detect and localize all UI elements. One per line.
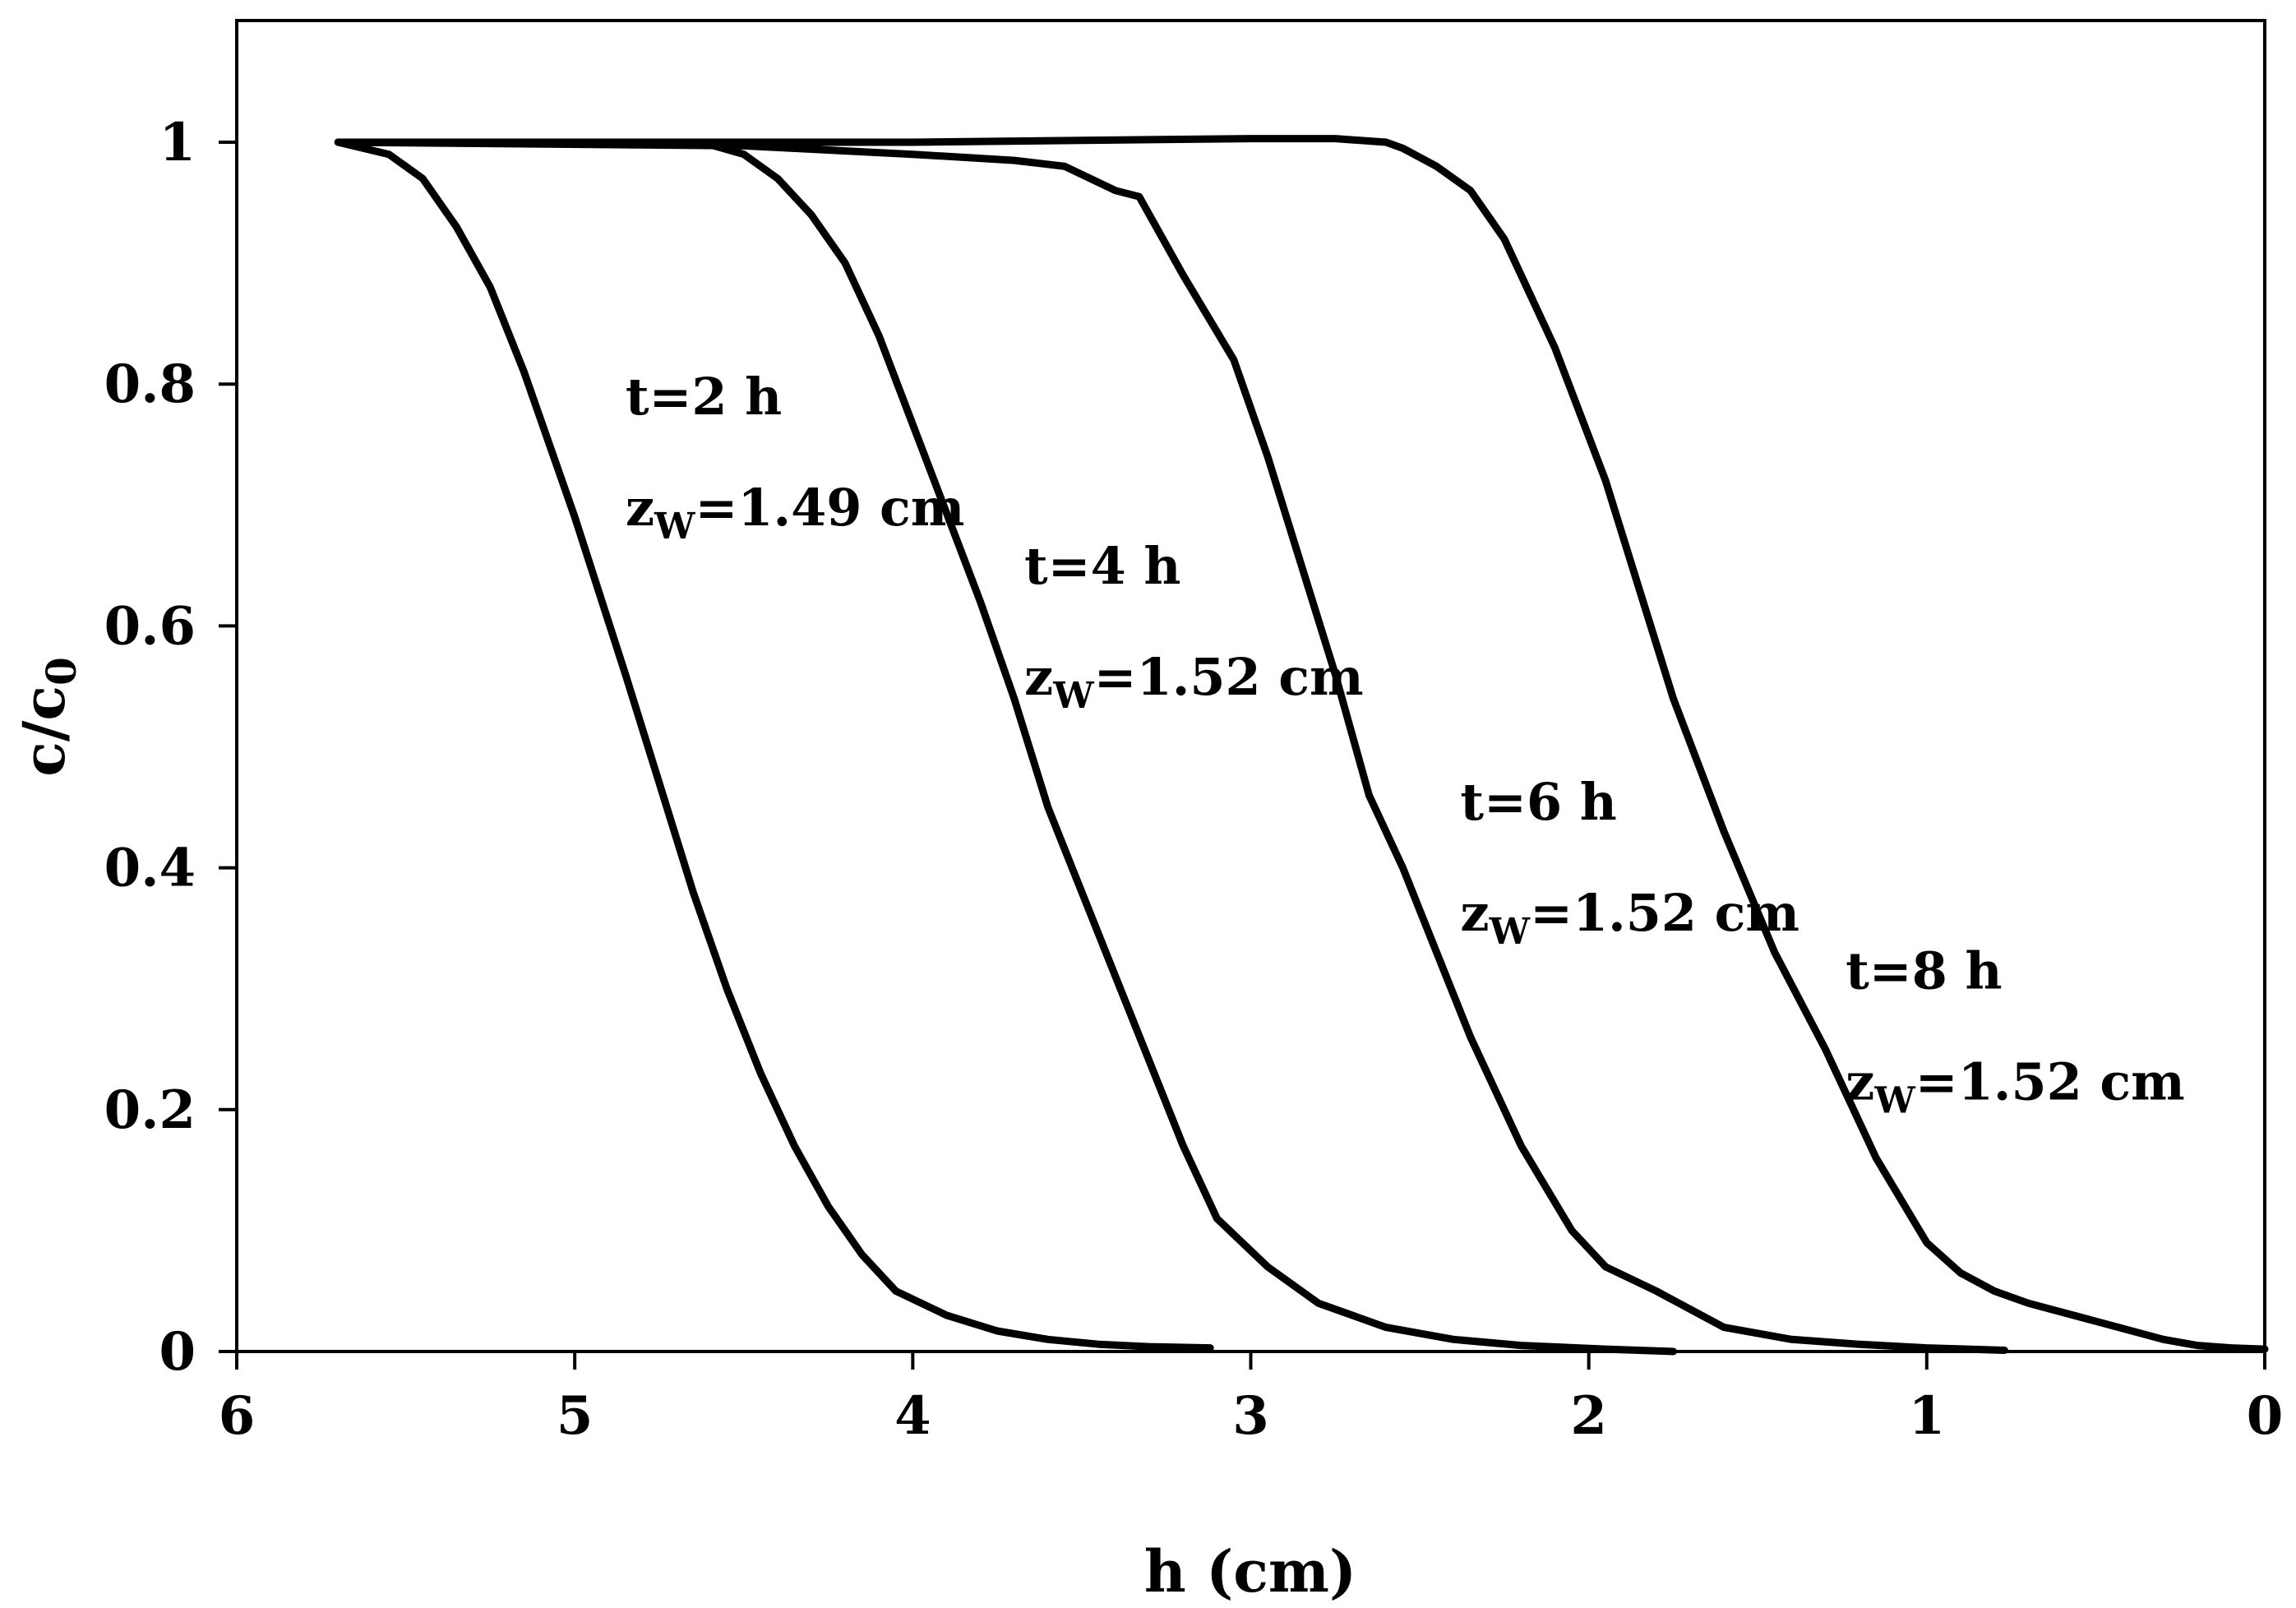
annotation-time-1: t=2 h [626, 367, 782, 427]
annotation-time-2: t=4 h [1024, 536, 1180, 596]
annotation-zw-main: z [1846, 1052, 1874, 1112]
annotation-zw-main: z [1460, 883, 1489, 943]
annotation-zw-1: zW=1.49 cm [626, 478, 965, 548]
x-tick-label: 4 [894, 1385, 931, 1447]
y-tick-label: 0 [159, 1321, 196, 1383]
annotation-zw-value: =1.49 cm [695, 478, 964, 538]
y-tick-label: 0.6 [104, 595, 196, 657]
annotation-time-4: t=8 h [1846, 941, 2002, 1001]
x-tick-label: 0 [2247, 1385, 2284, 1447]
y-tick-label: 0.8 [104, 353, 196, 415]
series-line-1 [334, 138, 1214, 1352]
annotation-zw-value: =1.52 cm [1530, 883, 1799, 943]
annotation-zw-4: zW=1.52 cm [1846, 1052, 2185, 1122]
y-axis-title: c/c0 [10, 657, 85, 777]
annotation-layer: t=2 hzW=1.49 cmt=4 hzW=1.52 cmt=6 hzW=1.… [626, 367, 2185, 1122]
annotation-zw-value: =1.52 cm [1915, 1052, 2185, 1112]
annotation-zw-2: zW=1.52 cm [1024, 647, 1364, 717]
annotation-zw-main: z [1024, 647, 1053, 707]
y-tick-label: 0.4 [104, 838, 196, 899]
y-axis-title-sub: 0 [37, 657, 85, 686]
series-line-4 [334, 135, 2269, 1353]
series-layer [334, 135, 2269, 1356]
annotation-zw-sub: W [654, 506, 695, 548]
annotation-zw-sub: W [1873, 1080, 1915, 1122]
y-tick-label: 1 [159, 112, 196, 173]
series-line-3 [334, 138, 2008, 1354]
annotation-zw-value: =1.52 cm [1094, 647, 1364, 707]
x-tick-label: 5 [557, 1385, 594, 1447]
x-tick-label: 6 [219, 1385, 256, 1447]
x-axis-title: h (cm) [1144, 1537, 1356, 1606]
annotation-zw-main: z [626, 478, 654, 538]
y-axis-title-main: c/c [10, 686, 78, 777]
annotation-zw-sub: W [1052, 675, 1094, 717]
y-tick-label: 0.2 [104, 1079, 196, 1141]
x-tick-label: 1 [1909, 1385, 1946, 1447]
series-line-2 [334, 138, 1677, 1356]
annotation-zw-sub: W [1489, 911, 1531, 953]
annotation-zw-3: zW=1.52 cm [1460, 883, 1799, 953]
y-axis: 0 0.2 0.4 0.6 0.8 1 [104, 112, 237, 1383]
x-tick-label: 2 [1570, 1385, 1607, 1447]
x-axis: 6 5 4 3 2 1 0 [219, 1350, 2284, 1447]
annotation-time-3: t=6 h [1460, 772, 1616, 832]
x-tick-label: 3 [1232, 1385, 1269, 1447]
